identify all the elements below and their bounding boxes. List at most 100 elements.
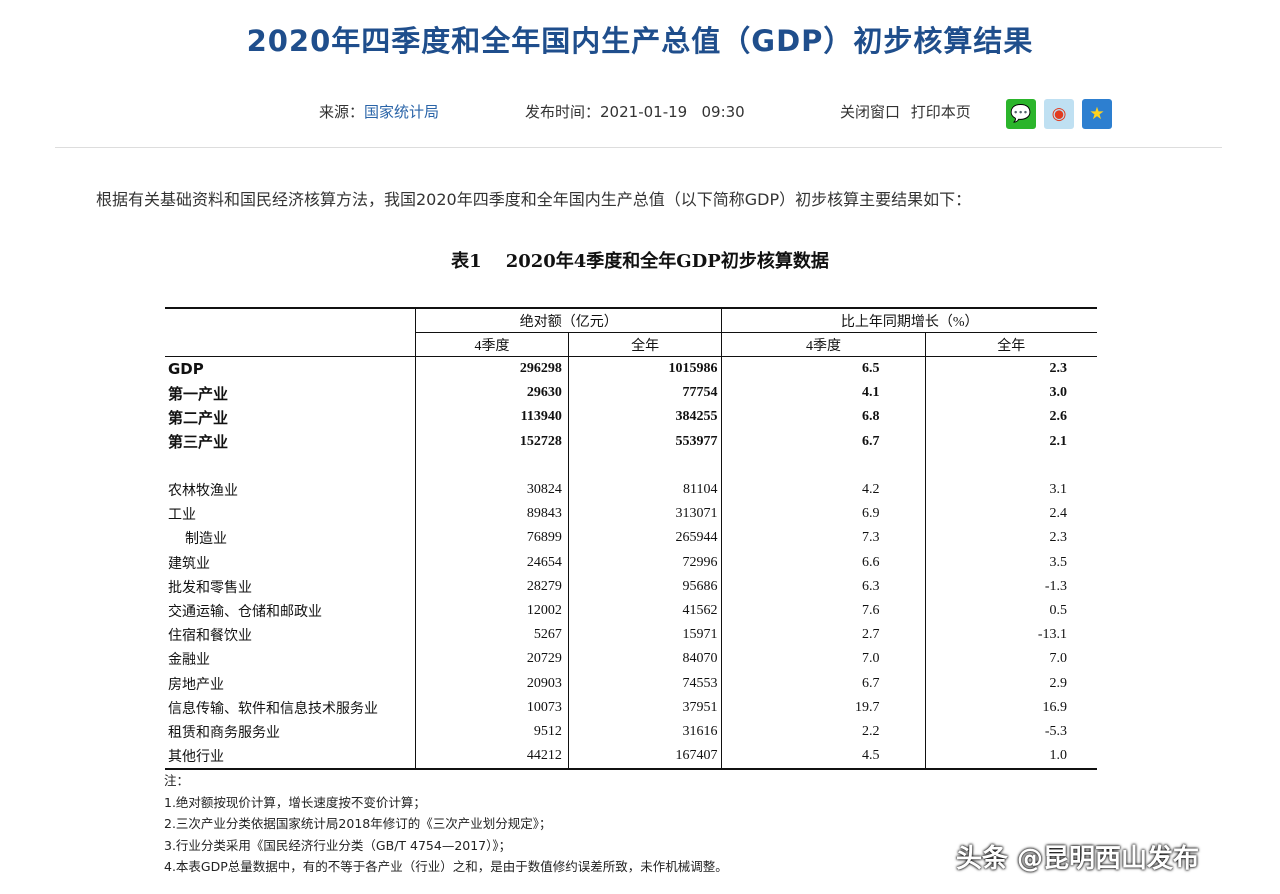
row-label: 制造业 (185, 532, 227, 548)
year-growth: -5.3 (924, 719, 1097, 744)
q4-growth: 6.6 (721, 550, 926, 575)
year-value: 384255 (567, 405, 722, 430)
table-row: 第一产业 29630 77754 4.1 3.0 (165, 381, 1097, 406)
publish-time: 2021-01-19 09:30 (600, 103, 745, 121)
q4-growth: 7.0 (721, 647, 926, 672)
q4-value: 296298 (415, 356, 569, 382)
row-label (165, 454, 416, 478)
row-label: 交通运输、仓储和邮政业 (168, 604, 322, 620)
q4-growth: 6.7 (721, 429, 926, 454)
q4-growth (721, 453, 926, 478)
header-absolute: 绝对额（亿元） (415, 308, 722, 333)
q4-value: 24654 (415, 550, 569, 575)
header-q4-abs: 4季度 (415, 332, 569, 357)
notes-heading: 注： (164, 773, 190, 788)
q4-growth: 6.9 (721, 502, 926, 527)
publish-info: 发布时间：2021-01-19 09:30 (525, 101, 745, 122)
table-row: 农林牧渔业 30824 81104 4.2 3.1 (165, 477, 1097, 503)
table-title: 2020年4季度和全年GDP初步核算数据 (505, 251, 829, 272)
table-caption: 表1 2020年4季度和全年GDP初步核算数据 (0, 247, 1280, 273)
favorite-star-icon[interactable]: ★ (1082, 99, 1112, 129)
table-row: 交通运输、仓储和邮政业 12002 41562 7.6 0.5 (165, 598, 1097, 624)
q4-growth: 6.7 (721, 671, 926, 696)
header-year-growth: 全年 (924, 332, 1097, 357)
q4-value: 30824 (415, 477, 569, 503)
year-value: 77754 (567, 381, 722, 406)
row-label: 农林牧渔业 (168, 484, 238, 500)
table-notes: 注： 1.绝对额按现价计算，增长速度按不变价计算； 2.三次产业分类依据国家统计… (164, 770, 728, 878)
row-label: 第一产业 (168, 384, 229, 403)
row-label: 第二产业 (168, 408, 229, 427)
q4-value: 152728 (415, 429, 569, 454)
header-growth: 比上年同期增长（%） (721, 308, 1097, 333)
table-row: 金融业 20729 84070 7.0 7.0 (165, 647, 1097, 672)
year-growth: 16.9 (924, 695, 1097, 720)
weibo-icon[interactable]: ◉ (1044, 99, 1074, 129)
q4-growth: 4.2 (721, 477, 926, 503)
year-value: 84070 (567, 647, 722, 672)
source-link[interactable]: 国家统计局 (364, 103, 440, 121)
q4-growth: 4.5 (721, 744, 926, 770)
year-growth: 2.3 (924, 526, 1097, 551)
year-value: 167407 (567, 744, 722, 770)
table-row: 信息传输、软件和信息技术服务业 10073 37951 19.7 16.9 (165, 695, 1097, 720)
q4-value: 20729 (415, 647, 569, 672)
q4-value: 89843 (415, 502, 569, 527)
q4-value: 9512 (415, 719, 569, 744)
row-label: 住宿和餐饮业 (168, 629, 252, 645)
table-row: 其他行业 44212 167407 4.5 1.0 (165, 744, 1097, 770)
year-growth: -13.1 (924, 623, 1097, 648)
q4-value (415, 453, 569, 478)
note-item: 2.三次产业分类依据国家统计局2018年修订的《三次产业划分规定》； (164, 816, 552, 831)
table-number: 表1 (451, 251, 482, 272)
table-row (165, 453, 1097, 478)
q4-growth: 6.8 (721, 405, 926, 430)
year-growth: 3.1 (924, 477, 1097, 503)
year-value: 1015986 (567, 356, 722, 382)
q4-growth: 2.2 (721, 719, 926, 744)
q4-growth: 7.6 (721, 598, 926, 624)
year-value: 95686 (567, 574, 722, 599)
year-value: 74553 (567, 671, 722, 696)
row-label: 房地产业 (168, 677, 224, 693)
intro-paragraph: 根据有关基础资料和国民经济核算方法，我国2020年四季度和全年国内生产总值（以下… (96, 190, 972, 209)
year-value: 31616 (567, 719, 722, 744)
wechat-icon[interactable]: 💬 (1006, 99, 1036, 129)
year-growth: 2.9 (924, 671, 1097, 696)
year-value: 37951 (567, 695, 722, 720)
year-growth: 7.0 (924, 647, 1097, 672)
table-row: 房地产业 20903 74553 6.7 2.9 (165, 671, 1097, 696)
row-label: 信息传输、软件和信息技术服务业 (168, 701, 378, 717)
gdp-table: 绝对额（亿元） 比上年同期增长（%） 4季度 全年 4季度 全年 GDP 2962… (165, 307, 1097, 771)
q4-value: 29630 (415, 381, 569, 406)
note-item: 4.本表GDP总量数据中，有的不等于各产业（行业）之和，是由于数值修约误差所致，… (164, 859, 728, 874)
q4-value: 20903 (415, 671, 569, 696)
divider (55, 147, 1222, 148)
year-growth: 2.1 (924, 429, 1097, 454)
year-growth: -1.3 (924, 574, 1097, 599)
source-info: 来源：国家统计局 (319, 101, 439, 122)
q4-growth: 6.5 (721, 356, 926, 382)
table-row: 批发和零售业 28279 95686 6.3 -1.3 (165, 574, 1097, 599)
year-growth: 3.0 (924, 381, 1097, 406)
header-blank (165, 308, 416, 357)
year-growth: 1.0 (924, 744, 1097, 770)
q4-value: 44212 (415, 744, 569, 770)
note-item: 3.行业分类采用《国民经济行业分类（GB/T 4754—2017）》； (164, 837, 512, 853)
year-growth: 0.5 (924, 598, 1097, 624)
year-value: 81104 (567, 477, 722, 503)
table-row: 第三产业 152728 553977 6.7 2.1 (165, 429, 1097, 454)
close-window-link[interactable]: 关闭窗口 (840, 103, 901, 121)
table-row: GDP 296298 1015986 6.5 2.3 (165, 356, 1097, 382)
q4-value: 28279 (415, 574, 569, 599)
year-growth: 2.3 (924, 356, 1097, 382)
year-value: 15971 (567, 623, 722, 648)
table-row: 建筑业 24654 72996 6.6 3.5 (165, 550, 1097, 575)
row-label: 其他行业 (168, 750, 224, 766)
q4-value: 76899 (415, 526, 569, 551)
year-growth: 2.6 (924, 405, 1097, 430)
print-page-link[interactable]: 打印本页 (910, 103, 971, 121)
q4-growth: 2.7 (721, 623, 926, 648)
row-label: 第三产业 (168, 433, 229, 452)
row-label: GDP (168, 360, 204, 379)
